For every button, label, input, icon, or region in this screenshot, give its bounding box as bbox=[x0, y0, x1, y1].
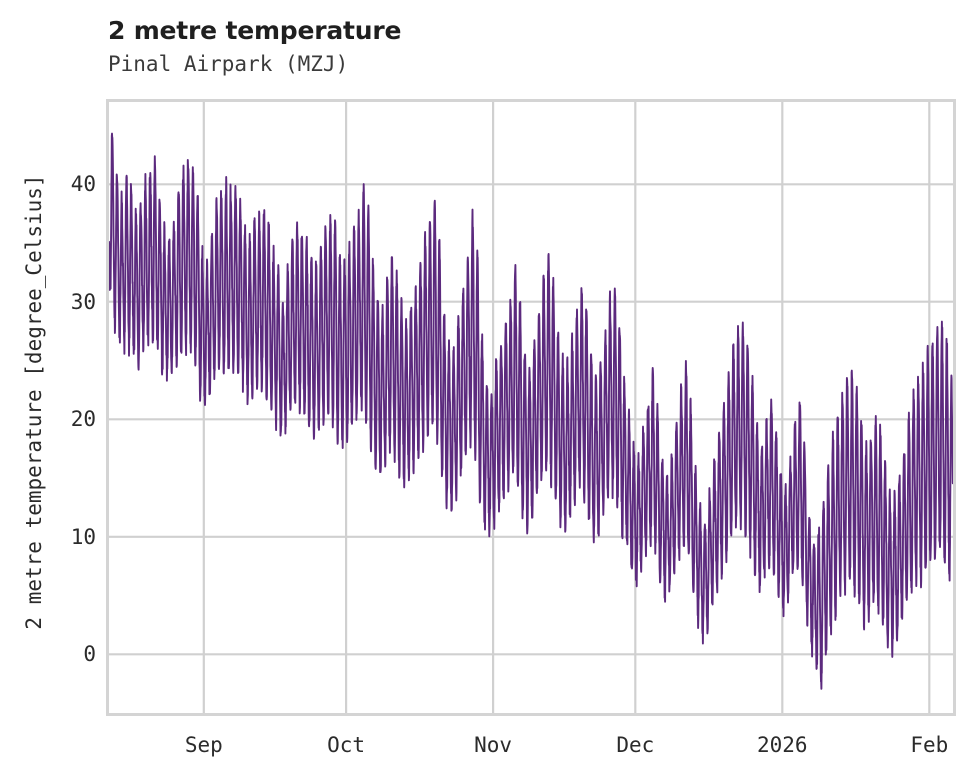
y-axis-tick-labels: 40 30 20 10 0 bbox=[30, 0, 96, 782]
plot-area bbox=[106, 99, 956, 716]
chart-subtitle: Pinal Airpark (MZJ) bbox=[108, 52, 349, 76]
y-tick-label: 20 bbox=[70, 407, 96, 432]
x-tick-label: Oct bbox=[327, 733, 366, 757]
x-tick-label: Nov bbox=[474, 733, 513, 757]
x-tick-label: Sep bbox=[184, 733, 223, 757]
temperature-series bbox=[109, 102, 953, 713]
x-tick-label: Dec bbox=[616, 733, 655, 757]
x-tick-label: 2026 bbox=[757, 733, 808, 757]
y-tick-label: 40 bbox=[70, 172, 96, 197]
page-title: 2 metre temperature bbox=[108, 16, 402, 45]
x-axis-tick-labels: Sep Oct Nov Dec 2026 Feb bbox=[0, 733, 980, 767]
y-tick-label: 0 bbox=[83, 642, 96, 667]
y-tick-label: 30 bbox=[70, 289, 96, 314]
y-tick-label: 10 bbox=[70, 524, 96, 549]
x-tick-label: Feb bbox=[910, 733, 949, 757]
